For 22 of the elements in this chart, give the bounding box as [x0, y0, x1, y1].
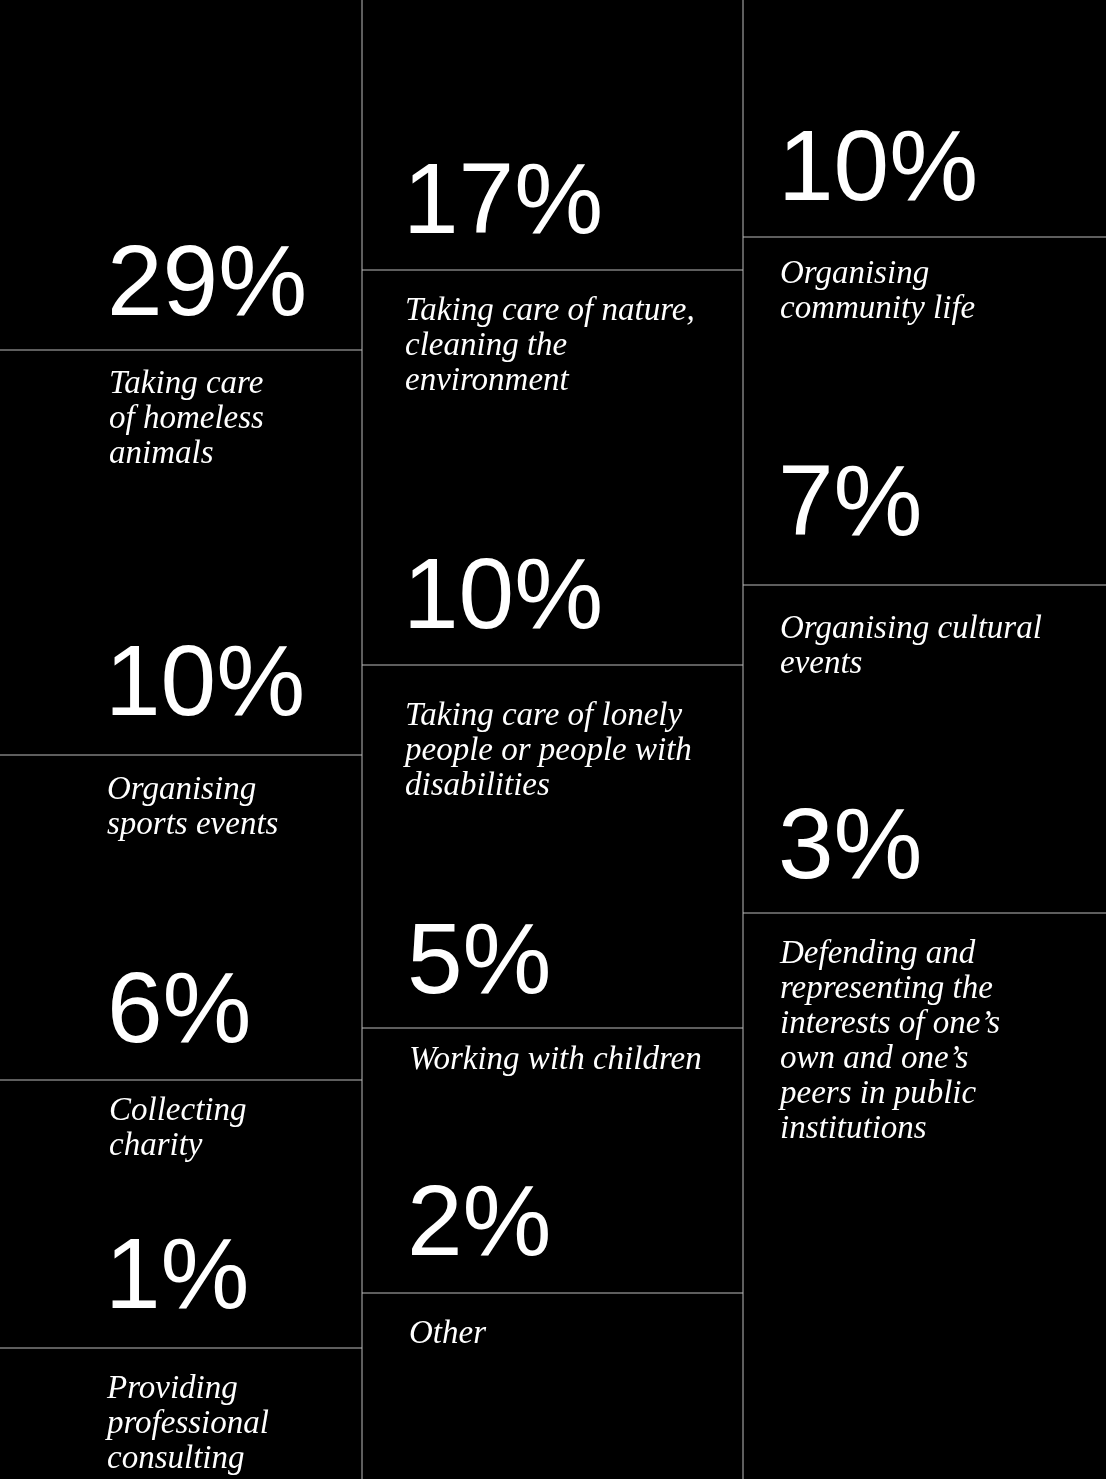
- category-label: Organising cultural events: [780, 609, 1042, 680]
- data-label: 10%: [403, 537, 604, 649]
- category-label: Working with children: [409, 1040, 702, 1076]
- data-label: 10%: [105, 624, 306, 736]
- data-label: 6%: [107, 951, 252, 1063]
- category-label: Taking care of lonely people or people with disabilities: [403, 696, 692, 802]
- category-label: Collecting charity: [109, 1091, 247, 1162]
- data-label: 29%: [107, 224, 308, 336]
- category-label: Organising community life: [780, 254, 976, 325]
- data-label: 3%: [778, 787, 923, 899]
- data-label: 2%: [407, 1164, 552, 1276]
- data-label: 17%: [403, 142, 604, 254]
- category-label: Defending and representing the interests of one’s own and one’s peers in public institutions: [778, 934, 1000, 1145]
- category-label: Taking care of nature, cleaning the environment: [405, 291, 695, 397]
- category-label: Other: [409, 1314, 487, 1350]
- data-label: 5%: [407, 902, 552, 1014]
- data-label: 10%: [778, 109, 979, 221]
- category-label: Organising sports events: [107, 770, 279, 841]
- data-label: 7%: [778, 444, 923, 556]
- category-label: Providing professional consulting: [105, 1369, 269, 1475]
- category-label: Taking care of homeless animals: [109, 364, 264, 470]
- data-label: 1%: [105, 1217, 250, 1329]
